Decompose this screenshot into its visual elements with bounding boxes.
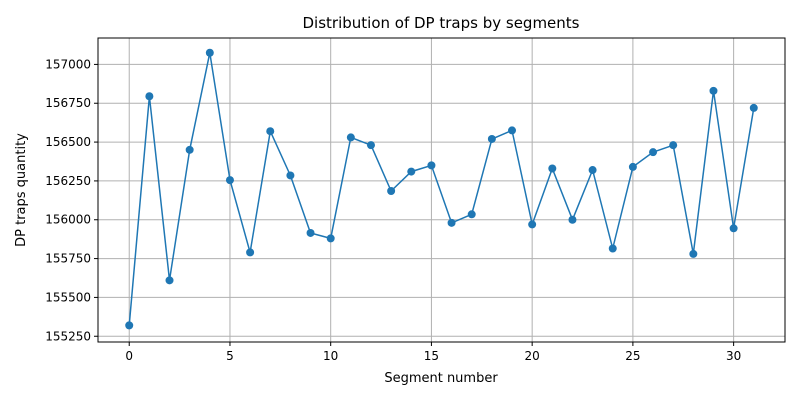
data-point bbox=[326, 234, 335, 243]
x-tick-label: 20 bbox=[525, 349, 540, 363]
x-tick-label: 10 bbox=[323, 349, 338, 363]
data-point bbox=[467, 210, 476, 219]
chart-title: Distribution of DP traps by segments bbox=[303, 14, 580, 32]
data-point bbox=[749, 103, 758, 112]
data-point bbox=[669, 141, 678, 150]
data-point bbox=[608, 244, 617, 253]
data-point bbox=[447, 218, 456, 227]
x-tick-label: 0 bbox=[125, 349, 133, 363]
data-point bbox=[246, 248, 255, 257]
data-point bbox=[286, 171, 295, 180]
grid-lines bbox=[98, 38, 785, 342]
y-tick-label: 155750 bbox=[45, 252, 91, 266]
data-points bbox=[125, 48, 758, 330]
x-tick-label: 30 bbox=[726, 349, 741, 363]
y-tick-label: 156000 bbox=[45, 213, 91, 227]
data-point bbox=[266, 127, 275, 136]
x-tick-label: 5 bbox=[226, 349, 234, 363]
y-axis-ticks: 155250 155500 155750 156000 156250 156500 1567… bbox=[45, 57, 98, 343]
x-tick-label: 15 bbox=[424, 349, 439, 363]
data-point bbox=[568, 215, 577, 224]
data-point bbox=[205, 48, 214, 57]
x-axis-label: Segment number bbox=[384, 371, 498, 386]
x-axis-ticks: 0 5 10 15 20 25 30 bbox=[125, 342, 741, 363]
data-point bbox=[165, 276, 174, 285]
data-point bbox=[487, 134, 496, 143]
y-tick-label: 156500 bbox=[45, 135, 91, 149]
data-point bbox=[185, 145, 194, 154]
data-point bbox=[628, 162, 637, 171]
data-point bbox=[387, 187, 396, 196]
y-axis-label: DP traps quantity bbox=[14, 133, 29, 247]
x-tick-label: 25 bbox=[625, 349, 640, 363]
data-point bbox=[346, 133, 355, 142]
data-point bbox=[548, 164, 557, 173]
data-point bbox=[366, 141, 375, 150]
data-point bbox=[729, 224, 738, 233]
y-tick-label: 156250 bbox=[45, 174, 91, 188]
data-point bbox=[225, 176, 234, 185]
data-point bbox=[145, 92, 154, 101]
data-point bbox=[407, 167, 416, 176]
y-tick-label: 155250 bbox=[45, 329, 91, 343]
plot-frame bbox=[97, 37, 786, 343]
data-point bbox=[649, 148, 658, 157]
data-point bbox=[125, 321, 134, 330]
data-point bbox=[508, 126, 517, 135]
y-tick-label: 157000 bbox=[45, 57, 91, 71]
data-point bbox=[709, 86, 718, 95]
series-polyline bbox=[128, 52, 755, 326]
data-point bbox=[427, 161, 436, 170]
data-point bbox=[306, 228, 315, 237]
y-tick-label: 156750 bbox=[45, 96, 91, 110]
series-line bbox=[128, 52, 755, 326]
y-tick-label: 155500 bbox=[45, 290, 91, 304]
data-point bbox=[689, 249, 698, 258]
data-point bbox=[588, 166, 597, 175]
data-point bbox=[528, 220, 537, 229]
